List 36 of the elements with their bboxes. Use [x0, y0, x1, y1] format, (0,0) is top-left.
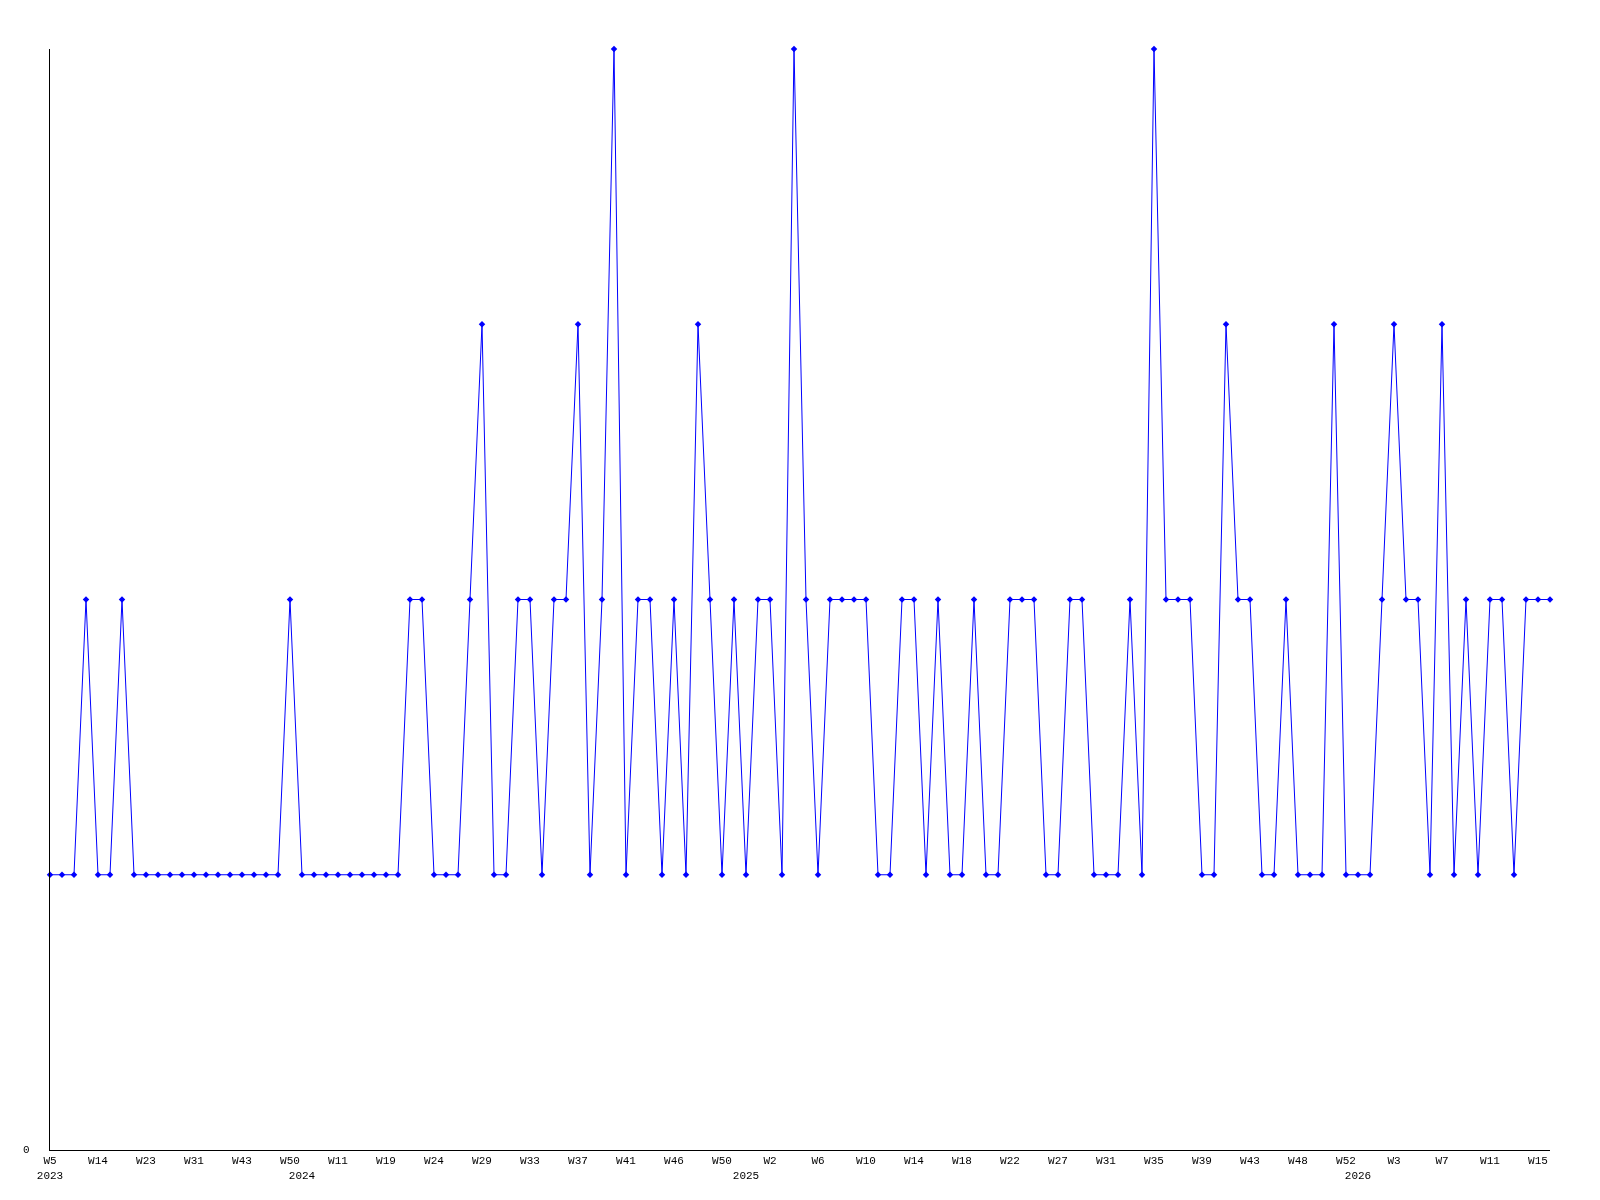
x-tick-label: W50: [712, 1155, 732, 1168]
x-tick-label: W14: [904, 1155, 925, 1168]
x-tick-label: W27: [1048, 1155, 1068, 1168]
x-tick-label: W37: [568, 1155, 588, 1168]
x-tick-label: W41: [616, 1155, 637, 1168]
x-tick-label: W11: [328, 1155, 349, 1168]
x-tick-label: W33: [520, 1155, 540, 1168]
x-tick-label: W52: [1336, 1155, 1356, 1168]
x-tick-label: W19: [376, 1155, 396, 1168]
x-tick-label: W48: [1288, 1155, 1308, 1168]
x-tick-label: W31: [184, 1155, 205, 1168]
x-tick-label: W23: [136, 1155, 156, 1168]
x-tick-label: 2024: [288, 1169, 316, 1182]
x-tick-label: W50: [280, 1155, 300, 1168]
x-tick-label: W31: [1096, 1155, 1117, 1168]
x-tick-label: W7: [1435, 1155, 1449, 1168]
x-tick-label: W39: [1192, 1155, 1212, 1168]
text: 0: [23, 1144, 30, 1156]
x-tick-label: W24: [424, 1155, 445, 1168]
x-tick-label: W10: [856, 1155, 876, 1168]
x-tick-label: W3: [1387, 1155, 1401, 1168]
x-tick-label: W11: [1480, 1155, 1501, 1168]
x-tick-label: W2: [763, 1155, 777, 1168]
x-tick-label: 2025: [732, 1169, 760, 1182]
x-tick-label: W18: [952, 1155, 972, 1168]
x-tick-label: W35: [1144, 1155, 1164, 1168]
x-tick-label: W14: [88, 1155, 109, 1168]
x-tick-label: W5 2023: [36, 1155, 64, 1182]
x-tick-label: W43: [232, 1155, 252, 1168]
x-tick-label: W22: [1000, 1155, 1020, 1168]
x-tick-label: W29: [472, 1155, 492, 1168]
x-tick-label: W43: [1240, 1155, 1260, 1168]
x-tick-label: W6: [811, 1155, 825, 1168]
x-tick-label: W46: [664, 1155, 684, 1168]
x-tick-label: W15: [1528, 1155, 1548, 1168]
x-tick-label: 2026: [1344, 1169, 1372, 1182]
